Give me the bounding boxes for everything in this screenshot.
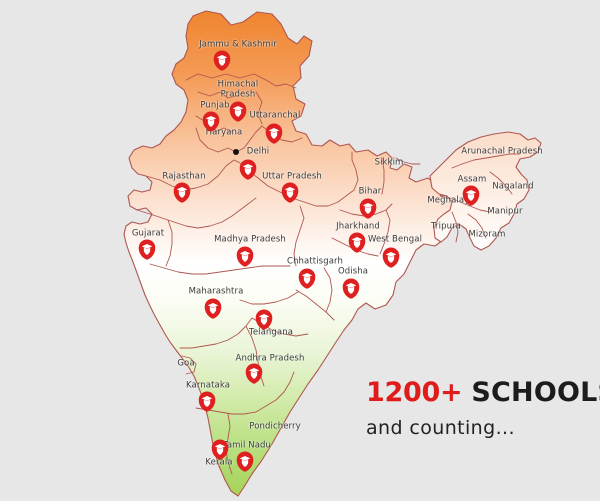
school-marker-icon[interactable]: [201, 111, 222, 133]
school-marker-icon[interactable]: [254, 309, 275, 331]
school-marker-icon[interactable]: [197, 391, 218, 413]
school-marker-icon[interactable]: [235, 451, 256, 473]
legend-block: 1200+ SCHOOLS and counting...: [366, 377, 600, 440]
school-marker-icon[interactable]: [347, 232, 368, 254]
school-marker-icon[interactable]: [137, 239, 158, 261]
school-count: 1200+: [366, 377, 463, 408]
delhi-capital-dot: [233, 149, 239, 155]
school-marker-icon[interactable]: [172, 182, 193, 204]
legend-subtitle: and counting...: [366, 417, 515, 439]
india-landmass: [123, 10, 542, 497]
school-marker-icon[interactable]: [381, 247, 402, 269]
school-marker-icon[interactable]: [212, 50, 233, 72]
school-marker-icon[interactable]: [203, 298, 224, 320]
school-marker-icon[interactable]: [244, 363, 265, 385]
northeast-shape: [429, 131, 542, 251]
school-marker-icon[interactable]: [264, 123, 285, 145]
school-noun: SCHOOLS: [471, 377, 600, 408]
school-marker-icon[interactable]: [280, 182, 301, 204]
school-marker-icon[interactable]: [297, 268, 318, 290]
school-marker-icon[interactable]: [358, 198, 379, 220]
mainland-shape: [123, 10, 458, 497]
legend-headline: 1200+ SCHOOLS: [366, 377, 600, 408]
school-marker-icon[interactable]: [235, 246, 256, 268]
school-marker-icon[interactable]: [238, 159, 259, 181]
school-marker-icon[interactable]: [461, 185, 482, 207]
school-marker-icon[interactable]: [341, 278, 362, 300]
school-marker-icon[interactable]: [228, 101, 249, 123]
school-marker-icon[interactable]: [210, 439, 231, 461]
